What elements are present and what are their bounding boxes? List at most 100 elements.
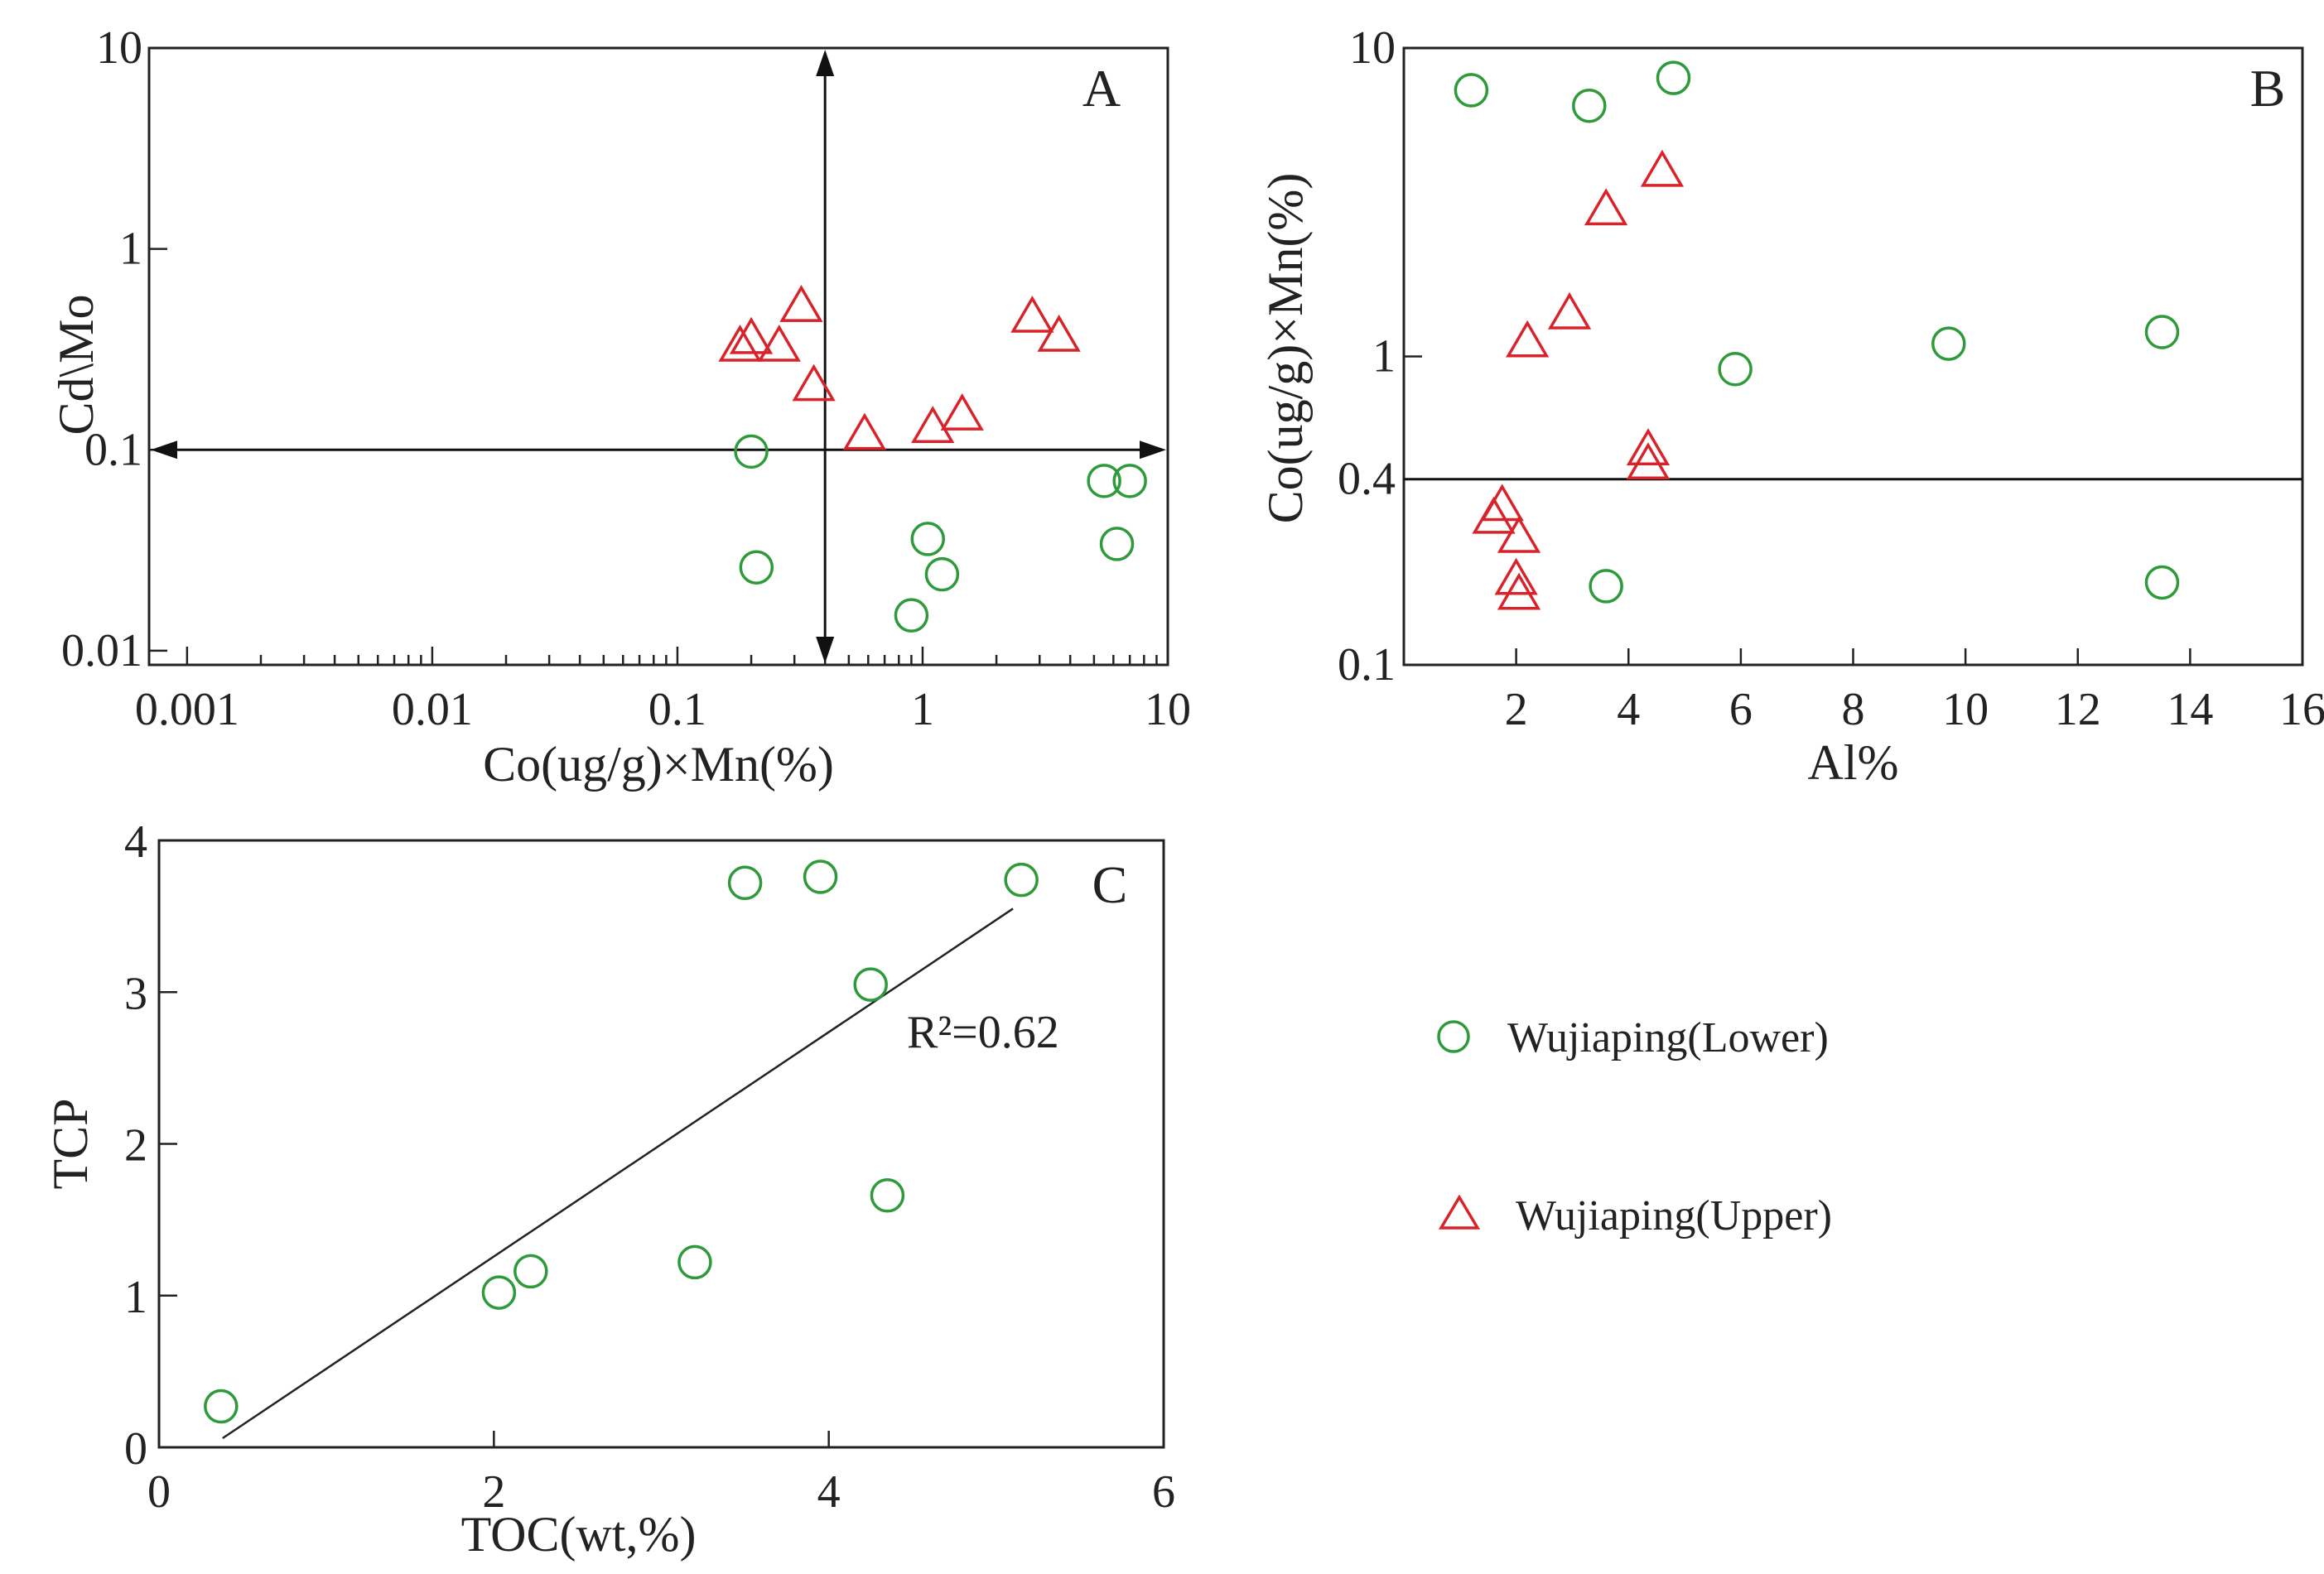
upper-point <box>911 406 955 443</box>
y-tick-label: 0.1 <box>84 424 142 475</box>
lower-point <box>1931 326 1966 361</box>
lower-point <box>924 556 960 592</box>
upper-point <box>1480 484 1524 522</box>
y-tick-label: 1 <box>1372 331 1396 383</box>
legend-label-lower: Wujiaping(Lower) <box>1507 1014 1829 1061</box>
upper-point <box>1494 557 1538 595</box>
x-axis-title: Co(ug/g)×Mn(%) <box>483 737 834 792</box>
panel-label: A <box>1082 59 1121 118</box>
y-tick-label: 0 <box>124 1423 147 1475</box>
lower-point <box>1572 88 1607 123</box>
x-tick-label: 6 <box>1152 1466 1175 1518</box>
panel-label: B <box>2250 59 2286 118</box>
upper-point <box>1626 442 1671 480</box>
upper-point <box>1497 515 1541 553</box>
y-tick-label: 3 <box>124 968 147 1019</box>
x-tick-label: 12 <box>2055 684 2101 735</box>
lower-point <box>2144 315 2180 349</box>
x-tick-label: 0.01 <box>392 684 473 735</box>
x-tick-label: 8 <box>1842 684 1865 735</box>
upper-point <box>1037 314 1081 352</box>
upper-point <box>940 393 984 431</box>
x-tick-label: 10 <box>1145 684 1191 735</box>
trend-line <box>222 907 1014 1440</box>
upper-point <box>779 285 823 322</box>
lower-point <box>727 865 763 901</box>
y-tick-label: 4 <box>124 816 147 868</box>
y-tick-label: 0.4 <box>1338 454 1396 505</box>
upper-point <box>842 412 887 450</box>
lower-point <box>1656 60 1691 95</box>
arrowhead-left-icon <box>151 440 177 460</box>
arrowhead-down-icon <box>816 637 835 663</box>
y-tick-label: 1 <box>119 224 142 275</box>
upper-point <box>1626 428 1671 465</box>
y-axis-title: Cd\Mo <box>49 294 104 435</box>
upper-point <box>1547 291 1592 330</box>
upper-point <box>729 316 774 354</box>
panel-a: 0.001 0.01 0.1 1 10 0.01 0.1 1 10 A Co(ug/g)×Mn(%)… <box>49 22 1191 792</box>
x-axis-title: TOC(wt,%) <box>461 1507 697 1562</box>
x-tick-label: 1 <box>911 684 934 735</box>
lower-point <box>677 1244 712 1280</box>
y-tick-label: 10 <box>1349 22 1396 74</box>
lower-point <box>1099 527 1135 561</box>
lower-point <box>1718 352 1753 387</box>
x-tick-label: 0.001 <box>135 684 239 735</box>
lower-point <box>1454 73 1489 108</box>
r-squared-label: R²=0.62 <box>907 1007 1059 1058</box>
legend-circle-icon <box>1437 1020 1470 1053</box>
lower-point <box>513 1254 548 1289</box>
lower-point <box>2144 565 2180 600</box>
y-tick-label: 1 <box>124 1272 147 1323</box>
upper-point <box>792 363 836 402</box>
lower-point <box>1087 464 1121 498</box>
y-axis-title: TCP <box>43 1098 98 1189</box>
y-axis-title: Co(ug/g)×Mn(%) <box>1258 173 1313 524</box>
upper-point <box>1506 320 1550 358</box>
x-tick-label: 2 <box>1505 684 1528 735</box>
panel-b: 2 4 6 8 10 12 14 16 0.1 0.4 1 10 B Al% Co(ug/g)×Mn(%) <box>1258 22 2324 790</box>
lower-point <box>1112 464 1147 498</box>
x-tick-label: 0 <box>147 1466 171 1518</box>
legend: Wujiaping(Lower) Wujiaping(Upper) <box>1437 1014 1832 1239</box>
x-tick-label: 16 <box>2279 684 2324 735</box>
y-tick-label: 0.1 <box>1338 639 1396 691</box>
lower-point <box>1004 862 1039 898</box>
upper-point <box>1640 149 1685 187</box>
y-tick-label: 2 <box>124 1120 147 1172</box>
lower-point <box>1589 569 1623 604</box>
upper-point <box>1472 496 1516 534</box>
arrowhead-up-icon <box>816 50 835 76</box>
x-tick-label: 4 <box>1617 684 1640 735</box>
x-tick-label: 4 <box>817 1466 841 1518</box>
lower-point <box>870 1178 905 1213</box>
x-tick-label: 10 <box>1942 684 1989 735</box>
lower-point <box>204 1389 239 1424</box>
upper-point <box>1010 295 1054 333</box>
panel-c: 0 2 4 6 0 1 2 3 4 R²=0.62 C TOC(wt,%) TCP <box>43 816 1175 1562</box>
lower-point <box>894 598 929 633</box>
plot-frame <box>147 46 1169 667</box>
lower-point <box>910 522 945 556</box>
x-tick-label: 6 <box>1729 684 1753 735</box>
lower-point <box>803 859 838 894</box>
y-tick-label: 0.01 <box>61 625 142 676</box>
arrowhead-right-icon <box>1140 440 1166 460</box>
legend-label-upper: Wujiaping(Upper) <box>1516 1192 1832 1239</box>
x-tick-label: 14 <box>2167 684 2213 735</box>
legend-triangle-icon <box>1438 1194 1481 1230</box>
lower-point <box>481 1275 517 1310</box>
panel-label: C <box>1092 855 1128 914</box>
lower-point <box>734 434 769 469</box>
x-tick-label: 2 <box>482 1466 505 1518</box>
x-tick-label: 0.1 <box>649 684 706 735</box>
y-tick-label: 10 <box>96 22 142 74</box>
upper-point <box>1497 572 1541 610</box>
upper-point <box>1584 188 1628 226</box>
x-axis-title: Al% <box>1808 735 1899 790</box>
upper-point <box>757 324 801 362</box>
upper-point <box>718 324 762 362</box>
lower-point <box>739 550 774 585</box>
